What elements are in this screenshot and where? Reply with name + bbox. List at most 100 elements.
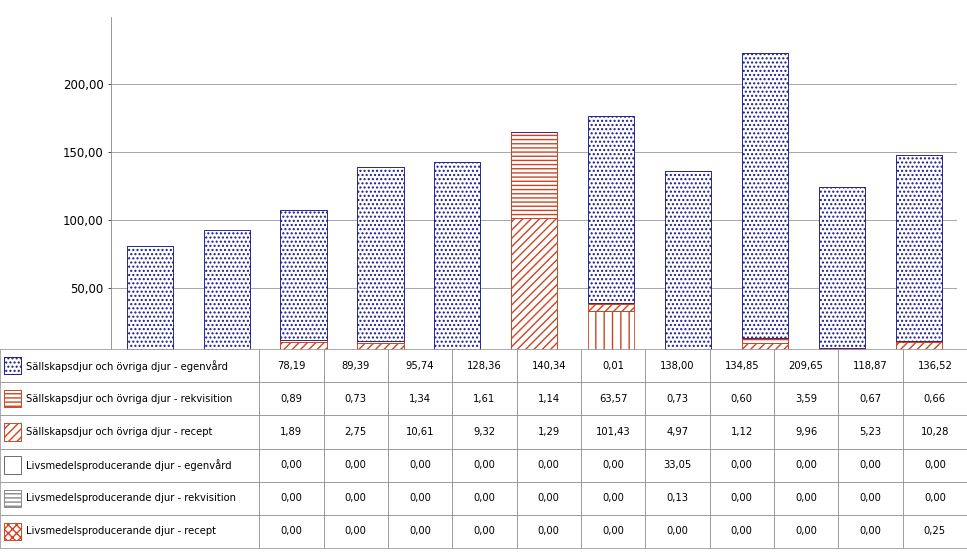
Bar: [819, 187, 865, 348]
Bar: [742, 53, 788, 338]
Text: 101,43: 101,43: [596, 427, 630, 437]
Text: 78,19: 78,19: [278, 360, 306, 371]
Bar: [388, 382, 453, 416]
Text: Livsmedelsproducerande djur - rekvisition: Livsmedelsproducerande djur - rekvisitio…: [26, 493, 236, 503]
Bar: [742, 338, 788, 342]
Bar: [434, 162, 481, 353]
Text: 3,59: 3,59: [795, 394, 817, 404]
Text: 10,28: 10,28: [921, 427, 949, 437]
Text: 0,66: 0,66: [923, 394, 946, 404]
Bar: [512, 218, 557, 356]
Bar: [0, 481, 259, 514]
Bar: [838, 416, 902, 448]
Bar: [742, 338, 788, 342]
Text: 0,67: 0,67: [860, 394, 882, 404]
Text: 0,25: 0,25: [923, 526, 946, 537]
Text: 1,14: 1,14: [538, 394, 560, 404]
Bar: [203, 352, 249, 356]
Text: 4,97: 4,97: [666, 427, 689, 437]
Bar: [127, 353, 173, 356]
Bar: [324, 481, 388, 514]
Text: Sällskapsdjur och övriga djur - egenvård: Sällskapsdjur och övriga djur - egenvård: [26, 360, 228, 371]
Bar: [388, 448, 453, 481]
Bar: [0, 448, 259, 481]
Bar: [434, 354, 481, 356]
Bar: [895, 156, 942, 341]
Bar: [4, 523, 21, 540]
Text: 0,00: 0,00: [860, 526, 881, 537]
Bar: [895, 341, 942, 342]
Bar: [742, 342, 788, 356]
Bar: [259, 416, 324, 448]
Text: 0,00: 0,00: [860, 460, 881, 470]
Bar: [588, 303, 634, 304]
Bar: [280, 210, 327, 340]
Bar: [710, 448, 774, 481]
Bar: [588, 304, 634, 311]
Bar: [645, 382, 710, 416]
Bar: [4, 390, 21, 407]
Bar: [645, 514, 710, 548]
Text: 0,00: 0,00: [474, 526, 495, 537]
Text: 0,00: 0,00: [409, 526, 431, 537]
Bar: [0, 349, 259, 382]
Bar: [203, 351, 249, 352]
Bar: [516, 514, 581, 548]
Bar: [819, 187, 865, 348]
Text: Sällskapsdjur och övriga djur - rekvisition: Sällskapsdjur och övriga djur - rekvisit…: [26, 394, 232, 404]
Text: 0,00: 0,00: [731, 493, 752, 503]
Bar: [819, 349, 865, 356]
Bar: [774, 416, 838, 448]
Bar: [280, 340, 327, 342]
Bar: [645, 349, 710, 382]
Bar: [203, 352, 249, 356]
Text: 0,73: 0,73: [666, 394, 689, 404]
Bar: [434, 354, 481, 356]
Text: 95,74: 95,74: [406, 360, 434, 371]
Bar: [710, 349, 774, 382]
Text: 0,00: 0,00: [538, 526, 560, 537]
Bar: [4, 423, 21, 440]
Text: 89,39: 89,39: [341, 360, 369, 371]
Bar: [358, 167, 403, 341]
Bar: [388, 481, 453, 514]
Bar: [516, 416, 581, 448]
Bar: [453, 481, 516, 514]
Bar: [645, 448, 710, 481]
Bar: [388, 514, 453, 548]
Text: 0,89: 0,89: [280, 394, 303, 404]
Bar: [512, 132, 557, 218]
Text: 0,00: 0,00: [538, 493, 560, 503]
Bar: [588, 303, 634, 304]
Bar: [259, 514, 324, 548]
Text: 0,00: 0,00: [280, 526, 303, 537]
Bar: [358, 343, 403, 356]
Text: Livsmedelsproducerande djur - recept: Livsmedelsproducerande djur - recept: [26, 526, 216, 537]
Bar: [838, 448, 902, 481]
Bar: [259, 448, 324, 481]
Bar: [516, 382, 581, 416]
Bar: [259, 382, 324, 416]
Text: 9,32: 9,32: [473, 427, 495, 437]
Bar: [588, 304, 634, 311]
Bar: [453, 514, 516, 548]
Text: 1,29: 1,29: [538, 427, 560, 437]
Bar: [512, 132, 557, 218]
Bar: [838, 514, 902, 548]
Text: 0,00: 0,00: [345, 460, 366, 470]
Text: 0,00: 0,00: [474, 460, 495, 470]
Bar: [127, 246, 173, 352]
Bar: [453, 416, 516, 448]
Bar: [581, 448, 645, 481]
Text: 0,00: 0,00: [795, 526, 817, 537]
Bar: [358, 341, 403, 343]
Bar: [581, 349, 645, 382]
Text: 5,23: 5,23: [860, 427, 882, 437]
Bar: [4, 523, 21, 540]
Text: 1,89: 1,89: [280, 427, 303, 437]
Bar: [742, 342, 788, 356]
Bar: [742, 53, 788, 338]
Bar: [453, 349, 516, 382]
Bar: [588, 311, 634, 356]
Text: 0,00: 0,00: [602, 526, 624, 537]
